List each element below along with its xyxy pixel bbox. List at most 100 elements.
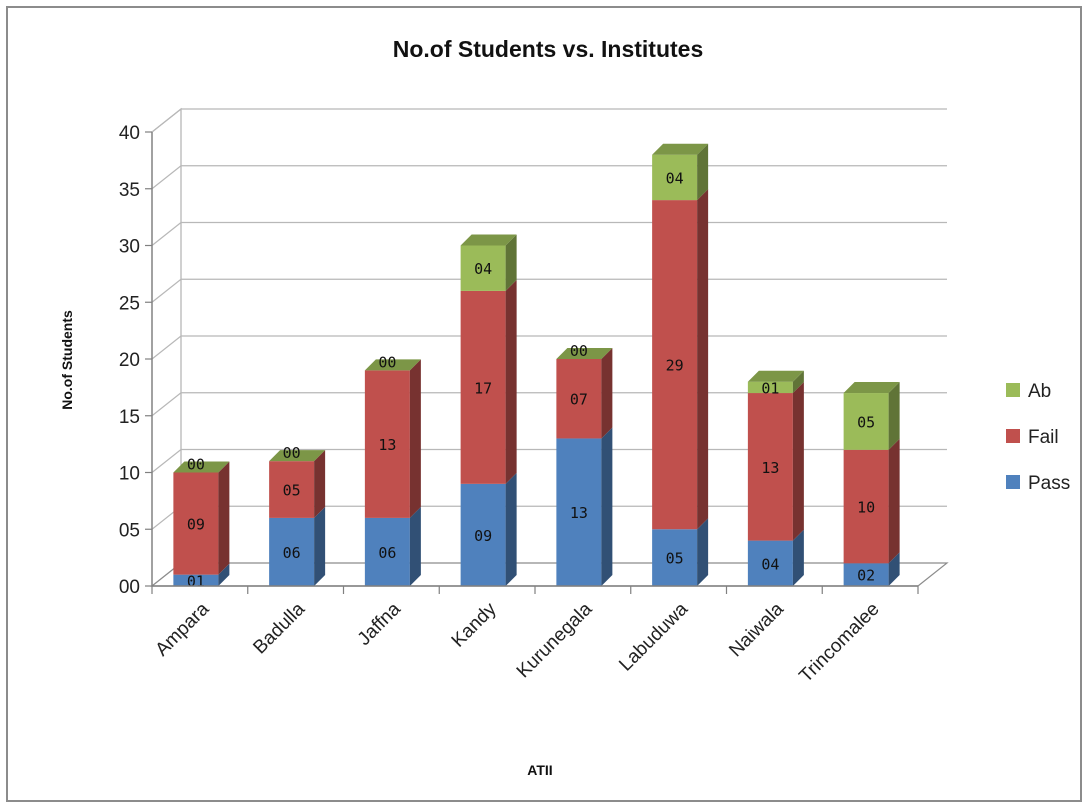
data-label-fail: 17 — [474, 379, 492, 397]
x-axis: Ampara Badulla Jaffna Kandy Kurunegala Labudu… — [151, 585, 919, 687]
data-label-ab: 00 — [570, 342, 588, 360]
data-label-pass: 06 — [378, 544, 396, 562]
data-label-ab: 00 — [187, 456, 205, 474]
bar-side-pass — [601, 427, 613, 586]
legend-swatch-ab — [1006, 383, 1020, 397]
bar-side-fail — [314, 450, 326, 518]
bar-side-fail — [505, 279, 517, 484]
bar-segment-fail — [652, 200, 698, 530]
legend: Ab Fail Pass — [1006, 381, 1070, 494]
data-label-ab: 04 — [474, 260, 492, 278]
data-label-ab: 01 — [761, 379, 779, 397]
bar-segment-ab — [460, 245, 506, 291]
data-label-fail: 13 — [761, 459, 779, 477]
gridline — [151, 165, 947, 190]
y-axis-title: No.of Students — [59, 310, 75, 410]
legend-label-pass: Pass — [1028, 473, 1070, 494]
bar-segment-fail — [843, 449, 889, 564]
bar-side-fail — [601, 348, 613, 439]
legend-swatch-pass — [1006, 475, 1020, 489]
bar-segment-pass — [269, 517, 315, 586]
data-label-fail: 29 — [666, 357, 684, 375]
y-tick-label: 00 — [119, 577, 140, 598]
bar-segment-pass — [747, 540, 793, 586]
data-label-pass: 13 — [570, 504, 588, 522]
data-label-fail: 13 — [378, 436, 396, 454]
x-tick-label: Naiwala — [725, 598, 788, 661]
bar-stack: 01 09 00 — [173, 456, 230, 590]
gridline — [151, 278, 947, 303]
bar-stack: 13 07 00 — [556, 342, 613, 586]
y-tick-label: 15 — [119, 407, 140, 428]
bar-top-ab — [747, 370, 804, 382]
data-label-fail: 09 — [187, 516, 205, 534]
bar-side-fail — [792, 382, 804, 541]
bar-side-pass — [888, 552, 900, 586]
bar-side-pass — [409, 506, 421, 586]
bar-top-ab — [652, 143, 709, 155]
x-axis-title: ATII — [527, 762, 552, 778]
legend-label-ab: Ab — [1028, 381, 1051, 402]
bar-top-ab — [843, 382, 900, 394]
gridline — [151, 392, 947, 417]
y-tick-label: 35 — [119, 180, 140, 201]
bar-segment-ab — [652, 154, 698, 201]
bar-side-fail — [218, 461, 230, 575]
bar-side-ab — [697, 143, 709, 201]
bar-stack: 06 05 00 — [269, 444, 326, 586]
bars: 01 09 00 06 05 00 06 13 00 09 17 04 13 07 00 05 29 04 04 13… — [173, 143, 900, 590]
bar-top-ab — [364, 359, 421, 371]
bar-segment-pass — [173, 574, 219, 586]
data-label-pass: 02 — [857, 567, 875, 585]
bar-side-ab — [888, 382, 900, 450]
gridline — [151, 108, 947, 133]
y-tick-label: 30 — [119, 237, 140, 258]
bar-side-pass — [697, 518, 709, 586]
bar-stack: 09 17 04 — [460, 234, 517, 586]
x-tick-label: Jaffna — [354, 598, 406, 650]
bar-segment-pass — [460, 483, 506, 586]
data-label-pass: 09 — [474, 527, 492, 545]
data-label-ab: 00 — [283, 444, 301, 462]
data-label-pass: 01 — [187, 572, 205, 590]
data-label-ab: 05 — [857, 413, 875, 431]
data-label-ab: 00 — [378, 353, 396, 371]
y-tick-label: 10 — [119, 464, 140, 485]
bar-segment-fail — [460, 290, 506, 484]
bar-stack: 06 13 00 — [364, 353, 421, 586]
data-label-pass: 04 — [761, 555, 779, 573]
bar-side-fail — [697, 189, 709, 530]
bar-segment-pass — [556, 438, 602, 586]
x-tick-label: Trincomalee — [795, 599, 883, 687]
x-tick-label: Kandy — [448, 598, 501, 651]
bar-stack: 02 10 05 — [843, 382, 900, 586]
bar-stack: 04 13 01 — [747, 370, 804, 586]
bar-side-pass — [505, 472, 517, 586]
bar-top-ab — [173, 461, 230, 473]
gridline — [151, 221, 947, 246]
bar-side-pass — [792, 529, 804, 586]
legend-label-fail: Fail — [1028, 427, 1059, 448]
chart-title: No.of Students vs. Institutes — [393, 36, 704, 62]
bar-top-ab — [556, 348, 613, 359]
data-label-fail: 05 — [283, 482, 301, 500]
y-tick-label: 20 — [119, 350, 140, 371]
chart-frame — [6, 6, 1082, 802]
bar-segment-ab — [843, 393, 889, 450]
legend-swatch-fail — [1006, 429, 1020, 443]
x-tick-label: Ampara — [152, 598, 214, 660]
bar-segment-pass — [364, 517, 410, 586]
y-tick-label: 05 — [119, 520, 140, 541]
data-label-pass: 05 — [666, 550, 684, 568]
bar-segment-fail — [556, 359, 602, 439]
bar-side-ab — [505, 234, 517, 291]
x-tick-label: Kurunegala — [513, 598, 597, 682]
bar-segment-fail — [269, 461, 315, 518]
x-tick-label: Badulla — [249, 598, 309, 658]
data-label-pass: 06 — [283, 544, 301, 562]
bar-segment-fail — [747, 393, 793, 541]
data-label-fail: 07 — [570, 391, 588, 409]
bar-segment-ab — [747, 381, 793, 394]
bar-side-ab — [792, 370, 804, 394]
